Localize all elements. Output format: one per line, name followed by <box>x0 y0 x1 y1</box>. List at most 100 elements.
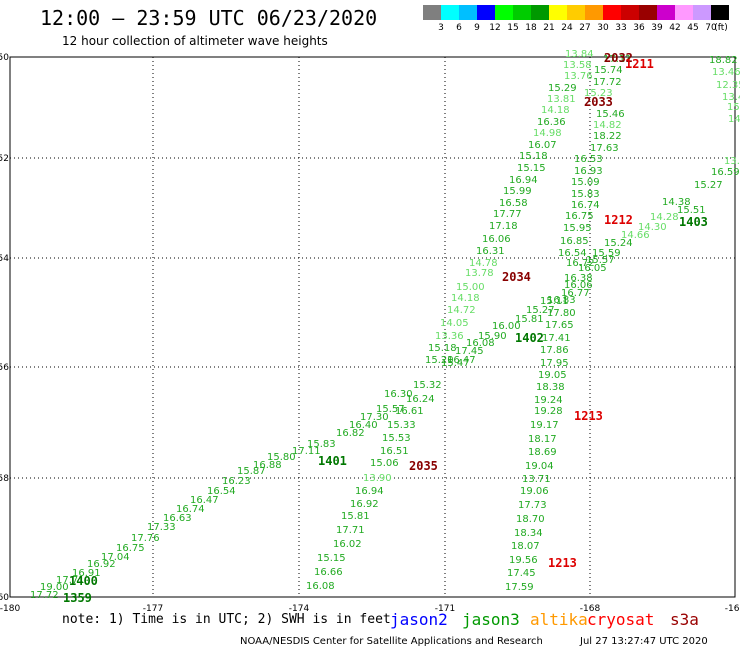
swh-value: 16.30 <box>384 389 413 400</box>
swh-value: 16.02 <box>333 539 362 550</box>
map-title: 12:00 – 23:59 UTC 06/23/2020 <box>40 6 378 30</box>
legend-tick: 21 <box>543 23 555 33</box>
credit-text: NOAA/NESDIS Center for Satellite Applica… <box>240 636 543 647</box>
swh-value: 14.82 <box>593 120 622 131</box>
swh-value: 16.88 <box>253 460 282 471</box>
swh-value: 16.47 <box>447 355 476 366</box>
legend-swatch <box>621 5 639 20</box>
swh-value: 15.51 <box>677 205 706 216</box>
swh-value: 16.08 <box>306 581 335 592</box>
swh-value: 19.04 <box>525 461 554 472</box>
note-text: note: 1) Time is in UTC; 2) SWH is in fe… <box>62 612 391 627</box>
lat-tick-label: -56 <box>0 363 9 373</box>
swh-value: 17.41 <box>542 333 571 344</box>
swh-value: 16.54 <box>207 486 236 497</box>
swh-value: 17.80 <box>547 308 576 319</box>
swh-value: 16.63 <box>163 513 192 524</box>
legend-swatch <box>603 5 621 20</box>
swh-value: 16.06 <box>564 280 593 291</box>
swh-value: 15.46 <box>596 109 625 120</box>
swh-value: 16.59 <box>711 167 740 178</box>
swh-value: 16.92 <box>87 559 116 570</box>
swh-value: 14 <box>728 114 740 125</box>
lat-tick-label: -60 <box>0 593 9 603</box>
legend-tick: 42 <box>669 23 681 33</box>
swh-value: 15.83 <box>571 189 600 200</box>
swh-value: 16.74 <box>176 504 205 515</box>
swh-value: 17.45 <box>507 568 536 579</box>
legend-tick: 6 <box>456 23 462 33</box>
sat-jason3: jason3 <box>462 610 520 629</box>
swh-value: 16.72 <box>566 258 595 269</box>
lon-tick-label: -165 <box>725 604 740 614</box>
swh-value: 14.98 <box>533 128 562 139</box>
swh-value: 19.06 <box>520 486 549 497</box>
swh-value: 15.24 <box>604 238 633 249</box>
swh-value: 18.34 <box>514 528 543 539</box>
legend-tick: 39 <box>651 23 663 33</box>
swh-value: 13.81 <box>547 94 576 105</box>
legend-swatch <box>495 5 513 20</box>
swh-value: 17.1? <box>603 54 631 65</box>
swh-value: 16.53 <box>574 154 603 165</box>
sat-cryosat: cryosat <box>587 610 655 629</box>
swh-value: 17.04 <box>101 552 130 563</box>
swh-value: 15.81 <box>341 511 370 522</box>
pass-time-label: 1211 <box>625 57 654 71</box>
pass-time-label: 1213 <box>548 556 577 570</box>
swh-value: 18.22 <box>593 131 622 142</box>
legend-swatch <box>639 5 657 20</box>
swh-value: 16.54 <box>558 248 587 259</box>
sat-s3a: s3a <box>670 610 699 629</box>
swh-value: 15.74 <box>594 65 623 76</box>
swh-value: 15.99 <box>503 186 532 197</box>
swh-value: 15.23 <box>584 88 613 99</box>
legend-swatch <box>531 5 549 20</box>
swh-value: 13.90 <box>363 473 392 484</box>
pass-time-label: 1213 <box>574 409 603 423</box>
swh-value: 16.67 <box>0 0 29 3</box>
legend-tick: 36 <box>633 23 645 33</box>
legend-swatch <box>423 5 441 20</box>
swh-value: 16.38 <box>564 273 593 284</box>
swh-value: 17.33 <box>147 522 176 533</box>
lon-tick-label: -171 <box>435 604 455 614</box>
pass-time-label: 2033 <box>584 95 613 109</box>
legend-swatch <box>513 5 531 20</box>
swh-value: 14.18 <box>541 105 570 116</box>
swh-value: 15.87 <box>237 466 266 477</box>
swh-value: 13.46 <box>712 67 740 78</box>
swh-value: 13.71 <box>522 474 551 485</box>
legend-swatch <box>441 5 459 20</box>
swh-value: 16.00 <box>492 321 521 332</box>
swh-value: 15.53 <box>382 433 411 444</box>
swh-value: 16.58 <box>499 198 528 209</box>
swh-value: 15.80 <box>267 452 296 463</box>
swh-value: 17.72 <box>30 590 59 601</box>
swh-value: 15.06 <box>370 458 399 469</box>
swh-value: 13.4 <box>722 92 740 103</box>
swh-value: 15. <box>727 102 740 113</box>
legend-tick: 12 <box>489 23 501 33</box>
legend-tick: 27 <box>579 23 591 33</box>
lon-tick-label: -168 <box>580 604 601 614</box>
swh-value: 16.51 <box>380 446 409 457</box>
swh-value: 19.28 <box>534 406 563 417</box>
lat-tick-label: -58 <box>0 474 9 484</box>
lon-tick-label: -180 <box>0 604 20 614</box>
legend-tick: 15 <box>507 23 519 33</box>
map-frame <box>9 56 736 598</box>
swh-value: 14.30 <box>638 222 667 233</box>
pass-time-label: 2034 <box>502 270 531 284</box>
swh-value: 16.23 <box>222 476 251 487</box>
swh-value: 16.91 <box>72 568 101 579</box>
swh-value: 15.81 <box>515 314 544 325</box>
legend-tick: 70 <box>705 23 717 33</box>
swh-value: 16.94 <box>509 175 538 186</box>
longitude-ticks: -180 -177 -174 -171 -168 -165 <box>0 604 740 614</box>
swh-value: 15.59 <box>592 248 621 259</box>
legend-swatch <box>459 5 477 20</box>
swh-value: 18.38 <box>536 382 565 393</box>
lat-tick-label: -54 <box>0 254 9 264</box>
